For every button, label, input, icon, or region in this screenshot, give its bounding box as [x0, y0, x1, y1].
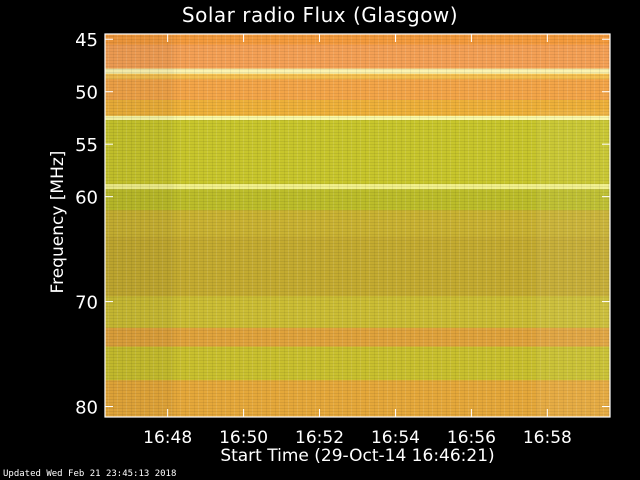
x-tick-label: 16:54	[371, 428, 420, 448]
axes: 45 50 55 60 70 80 16:48 16:50 16:52 16:54 16:56 16:…	[75, 30, 611, 448]
x-tick-label: 16:48	[143, 428, 192, 448]
x-tick-label: 16:52	[295, 428, 344, 448]
late-segment-tint	[536, 110, 610, 417]
y-tick-label: 60	[75, 188, 98, 209]
y-tick-label: 45	[75, 30, 98, 51]
x-tick-label: 16:58	[523, 428, 572, 448]
y-tick-label: 70	[75, 293, 98, 314]
x-tick-label: 16:56	[447, 428, 496, 448]
early-segment-shade	[105, 34, 174, 417]
y-tick-label: 80	[75, 398, 98, 419]
texture-horizontal	[105, 34, 610, 417]
x-axis-label: Start Time (29-Oct-14 16:46:21)	[220, 446, 495, 466]
y-axis-label: Frequency [MHz]	[48, 150, 68, 294]
y-tick-label: 50	[75, 83, 98, 104]
y-tick-label: 55	[75, 135, 98, 156]
x-tick-label: 16:50	[219, 428, 268, 448]
updated-timestamp: Updated Wed Feb 21 23:45:13 2018	[3, 469, 177, 479]
plot-frame	[104, 33, 611, 418]
chart-title: Solar radio Flux (Glasgow)	[181, 3, 459, 27]
